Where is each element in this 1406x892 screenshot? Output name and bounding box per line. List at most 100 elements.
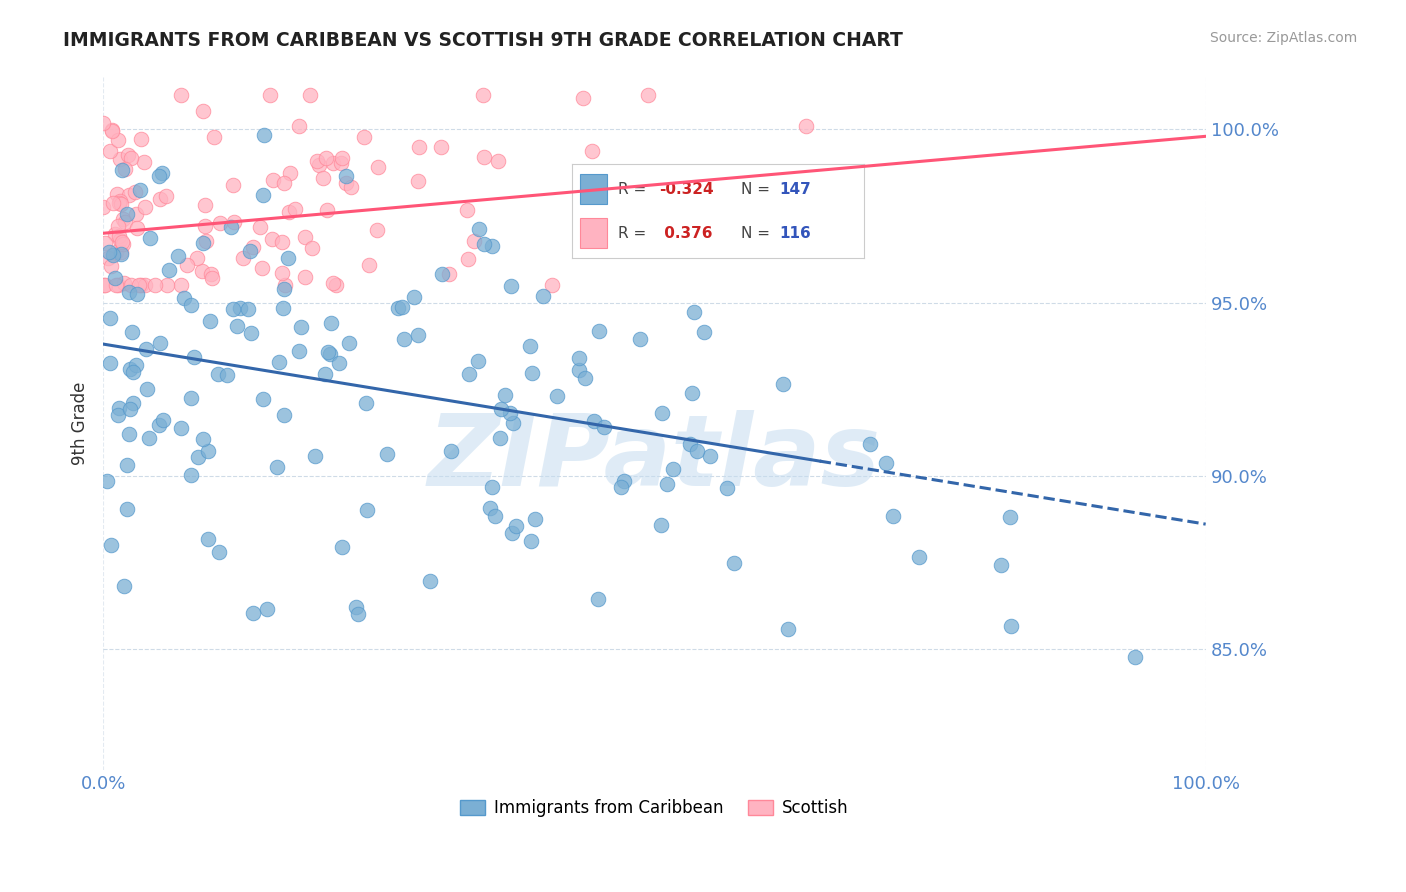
Point <box>294 230 316 244</box>
Point <box>114 215 136 229</box>
Point <box>96 474 118 488</box>
Point <box>111 212 134 227</box>
Point <box>103 196 125 211</box>
Point <box>340 180 363 194</box>
Point <box>723 557 745 571</box>
Text: ZIPatlas: ZIPatlas <box>427 409 882 507</box>
Point <box>501 279 523 293</box>
Point <box>610 480 633 494</box>
Point <box>118 426 141 441</box>
Point <box>107 219 129 234</box>
Point <box>148 169 170 183</box>
Point <box>120 402 142 417</box>
Point <box>262 173 284 187</box>
Point <box>134 200 156 214</box>
Point <box>408 140 430 154</box>
Point <box>104 244 127 259</box>
Point <box>104 227 127 242</box>
Point <box>112 236 135 251</box>
Point <box>271 301 294 315</box>
Point <box>484 509 506 524</box>
Point <box>458 367 481 381</box>
Point <box>202 130 225 145</box>
Point <box>278 166 301 180</box>
Point <box>101 123 124 137</box>
Point <box>194 219 217 233</box>
Point <box>679 436 702 450</box>
Point <box>112 276 135 290</box>
Point <box>97 251 120 265</box>
Point <box>778 622 800 636</box>
Point <box>118 187 141 202</box>
Point <box>541 278 564 293</box>
Point <box>772 377 794 392</box>
Point <box>225 319 247 334</box>
Point <box>121 325 143 339</box>
Point <box>108 196 131 211</box>
Point <box>704 220 727 235</box>
Point <box>115 502 138 516</box>
Point <box>366 223 388 237</box>
Point <box>117 147 139 161</box>
Point <box>404 290 426 304</box>
Point <box>148 417 170 432</box>
Point <box>430 140 453 154</box>
Point <box>312 171 335 186</box>
Point <box>200 267 222 281</box>
Point <box>572 91 595 105</box>
Point <box>392 332 415 346</box>
Point <box>273 408 295 422</box>
Point <box>222 301 245 316</box>
Point <box>314 368 336 382</box>
Point <box>209 216 232 230</box>
Point <box>236 302 259 317</box>
Point <box>273 278 295 293</box>
Point <box>101 248 124 262</box>
Point <box>430 267 453 281</box>
Point <box>499 406 522 420</box>
Point <box>222 178 245 192</box>
Point <box>581 144 603 158</box>
Point <box>325 278 347 293</box>
Point <box>170 278 193 293</box>
Point <box>121 396 143 410</box>
Point <box>299 87 322 102</box>
Point <box>173 291 195 305</box>
Point <box>260 232 283 246</box>
Point <box>344 599 367 614</box>
Point <box>908 549 931 564</box>
Point <box>501 526 523 541</box>
Point <box>301 241 323 255</box>
Point <box>437 267 460 281</box>
Point <box>249 219 271 234</box>
Point <box>108 194 131 208</box>
Point <box>319 316 342 330</box>
Point <box>108 228 131 243</box>
Point <box>136 382 159 396</box>
Text: Source: ZipAtlas.com: Source: ZipAtlas.com <box>1209 31 1357 45</box>
Point <box>419 574 441 589</box>
Point <box>91 200 114 214</box>
Point <box>108 233 131 247</box>
Point <box>197 532 219 546</box>
Point <box>242 240 264 254</box>
Point <box>1125 649 1147 664</box>
Point <box>259 87 281 102</box>
Point <box>546 389 568 403</box>
Point <box>998 509 1021 524</box>
Point <box>110 245 132 260</box>
Point <box>242 606 264 620</box>
Point <box>98 245 121 260</box>
Point <box>156 278 179 293</box>
Point <box>479 501 502 516</box>
Point <box>481 479 503 493</box>
Point <box>197 443 219 458</box>
Point <box>655 476 678 491</box>
Point <box>681 385 703 400</box>
Point <box>284 202 307 217</box>
Point <box>288 343 311 358</box>
Point <box>239 326 262 340</box>
Point <box>387 301 409 315</box>
Point <box>486 153 509 168</box>
Point <box>356 502 378 516</box>
